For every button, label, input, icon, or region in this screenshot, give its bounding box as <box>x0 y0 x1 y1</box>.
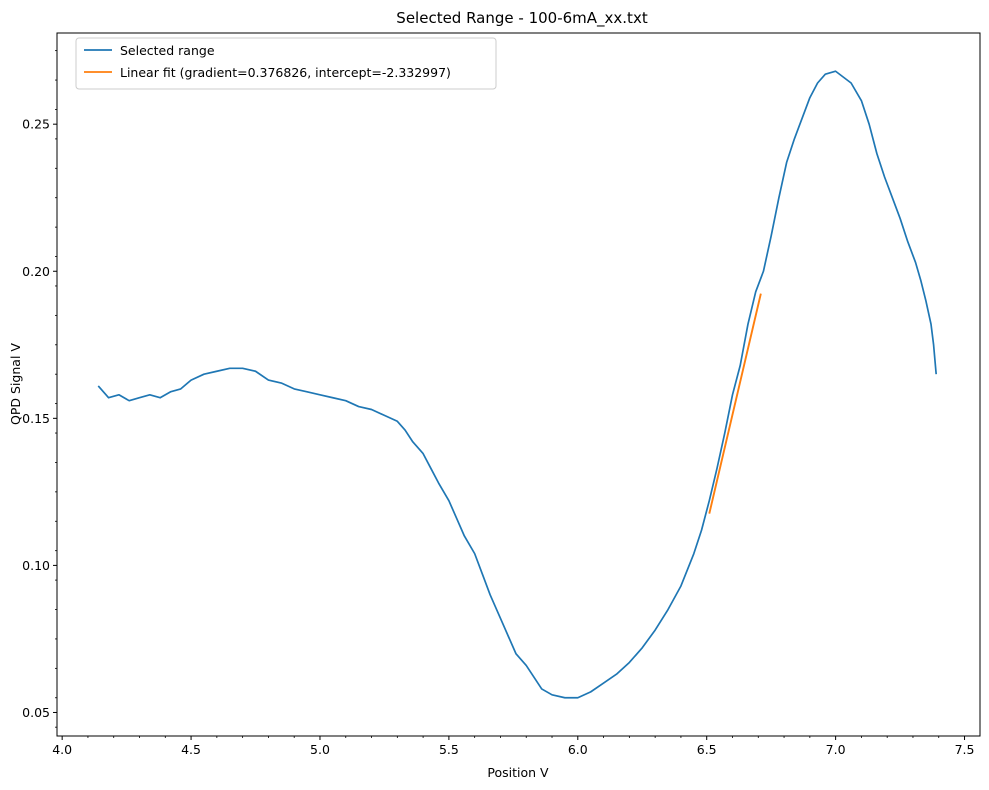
y-tick-label: 0.10 <box>22 558 50 573</box>
x-tick-label: 4.0 <box>52 742 72 757</box>
y-tick-label: 0.05 <box>22 705 50 720</box>
series-line-linear-fit <box>708 293 762 514</box>
plot-area <box>56 32 981 737</box>
chart-title: Selected Range - 100-6mA_xx.txt <box>396 9 648 28</box>
y-axis-ticks: 0.05 0.10 0.15 0.20 0.25 <box>22 50 57 728</box>
legend-box <box>75 37 497 90</box>
x-tick-label: 4.5 <box>181 742 201 757</box>
x-tick-label: 6.5 <box>697 742 717 757</box>
y-axis-label: QPD Signal V <box>8 343 23 425</box>
legend: Selected range Linear fit (gradient=0.37… <box>75 37 497 90</box>
y-tick-label: 0.20 <box>22 264 50 279</box>
series-layer <box>97 70 938 699</box>
y-tick-label: 0.25 <box>22 117 50 132</box>
x-tick-label: 5.5 <box>439 742 459 757</box>
legend-label-selected-range: Selected range <box>120 43 215 58</box>
x-tick-label: 7.5 <box>955 742 975 757</box>
x-axis-ticks: 4.0 4.5 5.0 5.5 6.0 6.5 7.0 7.5 <box>52 736 974 757</box>
axes-frame <box>56 32 981 737</box>
y-tick-label: 0.15 <box>22 411 50 426</box>
x-tick-label: 5.0 <box>310 742 330 757</box>
x-tick-label: 6.0 <box>568 742 588 757</box>
series-line-selected-range <box>97 70 938 699</box>
legend-label-linear-fit: Linear fit (gradient=0.376826, intercept… <box>120 65 451 80</box>
x-tick-label: 7.0 <box>826 742 846 757</box>
x-axis-label: Position V <box>487 765 549 780</box>
